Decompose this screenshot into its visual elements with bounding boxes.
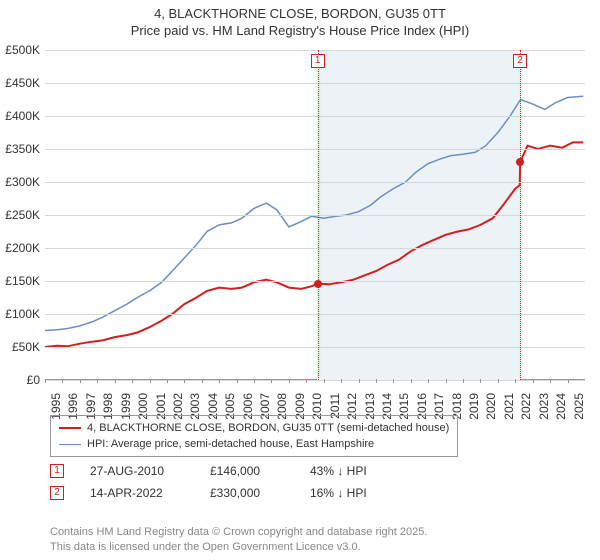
x-tick-mark: [271, 379, 272, 383]
gridline: [45, 215, 585, 216]
x-tick-label: 2021: [502, 393, 516, 420]
annotation-marker-box: 2: [50, 486, 64, 500]
series-price_paid: [45, 142, 583, 347]
x-tick-mark: [480, 379, 481, 383]
footer-line2: This data is licensed under the Open Gov…: [50, 540, 427, 554]
marker-box: 1: [311, 54, 325, 68]
footer-line1: Contains HM Land Registry data © Crown c…: [50, 525, 427, 539]
annotation-price: £146,000: [210, 464, 290, 478]
y-tick-label: £50K: [0, 340, 40, 354]
y-tick-label: £300K: [0, 175, 40, 189]
x-tick-mark: [376, 379, 377, 383]
marker-vline: [318, 50, 319, 380]
gridline: [45, 248, 585, 249]
data-point-dot: [516, 158, 524, 166]
x-tick-mark: [132, 379, 133, 383]
annotation-table: 1 27-AUG-2010 £146,000 43% ↓ HPI 2 14-APR-202…: [50, 460, 367, 504]
annotation-row: 2 14-APR-2022 £330,000 16% ↓ HPI: [50, 482, 367, 504]
x-tick-label: 2019: [467, 393, 481, 420]
x-tick-label: 2022: [519, 393, 533, 420]
y-tick-label: £450K: [0, 76, 40, 90]
annotation-marker-box: 1: [50, 464, 64, 478]
x-tick-label: 2025: [572, 393, 586, 420]
x-tick-mark: [428, 379, 429, 383]
x-tick-mark: [393, 379, 394, 383]
x-tick-mark: [533, 379, 534, 383]
legend-label: HPI: Average price, semi-detached house,…: [87, 438, 374, 450]
x-tick-mark: [219, 379, 220, 383]
x-tick-mark: [446, 379, 447, 383]
gridline: [45, 149, 585, 150]
series-hpi: [45, 96, 583, 330]
y-tick-label: £350K: [0, 142, 40, 156]
gridline: [45, 50, 585, 51]
x-tick-mark: [202, 379, 203, 383]
x-tick-mark: [341, 379, 342, 383]
x-tick-mark: [45, 379, 46, 383]
x-tick-mark: [359, 379, 360, 383]
y-tick-label: £500K: [0, 43, 40, 57]
x-tick-mark: [411, 379, 412, 383]
marker-vline: [520, 50, 521, 380]
chart-title: 4, BLACKTHORNE CLOSE, BORDON, GU35 0TT: [0, 6, 600, 21]
x-tick-mark: [237, 379, 238, 383]
y-tick-label: £100K: [0, 307, 40, 321]
x-tick-mark: [568, 379, 569, 383]
x-tick-mark: [498, 379, 499, 383]
x-tick-mark: [324, 379, 325, 383]
chart-area: £0£50K£100K£150K£200K£250K£300K£350K£400…: [45, 50, 585, 380]
y-tick-label: £400K: [0, 109, 40, 123]
chart-titles: 4, BLACKTHORNE CLOSE, BORDON, GU35 0TT P…: [0, 0, 600, 38]
x-tick-mark: [515, 379, 516, 383]
footer: Contains HM Land Registry data © Crown c…: [50, 525, 427, 554]
chart-subtitle: Price paid vs. HM Land Registry's House …: [0, 23, 600, 38]
legend-label: 4, BLACKTHORNE CLOSE, BORDON, GU35 0TT (…: [87, 422, 449, 434]
legend: 4, BLACKTHORNE CLOSE, BORDON, GU35 0TT (…: [50, 415, 458, 457]
x-tick-mark: [80, 379, 81, 383]
x-tick-mark: [97, 379, 98, 383]
x-tick-mark: [150, 379, 151, 383]
x-tick-mark: [306, 379, 307, 383]
annotation-date: 27-AUG-2010: [90, 464, 190, 478]
data-point-dot: [314, 280, 322, 288]
annotation-delta: 16% ↓ HPI: [310, 486, 367, 500]
x-tick-mark: [463, 379, 464, 383]
x-tick-mark: [167, 379, 168, 383]
x-tick-mark: [184, 379, 185, 383]
gridline: [45, 314, 585, 315]
x-tick-mark: [550, 379, 551, 383]
plot-area: £0£50K£100K£150K£200K£250K£300K£350K£400…: [45, 50, 585, 380]
y-tick-label: £150K: [0, 274, 40, 288]
annotation-delta: 43% ↓ HPI: [310, 464, 367, 478]
x-tick-mark: [289, 379, 290, 383]
x-tick-label: 2020: [484, 393, 498, 420]
x-tick-label: 2024: [554, 393, 568, 420]
y-tick-label: £250K: [0, 208, 40, 222]
annotation-date: 14-APR-2022: [90, 486, 190, 500]
x-tick-label: 2023: [537, 393, 551, 420]
legend-row: HPI: Average price, semi-detached house,…: [59, 436, 449, 452]
gridline: [45, 116, 585, 117]
x-tick-mark: [254, 379, 255, 383]
gridline: [45, 182, 585, 183]
y-tick-label: £0: [0, 373, 40, 387]
annotation-row: 1 27-AUG-2010 £146,000 43% ↓ HPI: [50, 460, 367, 482]
y-tick-label: £200K: [0, 241, 40, 255]
x-tick-mark: [115, 379, 116, 383]
gridline: [45, 380, 585, 381]
x-tick-mark: [62, 379, 63, 383]
legend-row: 4, BLACKTHORNE CLOSE, BORDON, GU35 0TT (…: [59, 420, 449, 436]
gridline: [45, 83, 585, 84]
legend-swatch: [59, 427, 81, 429]
legend-swatch: [59, 444, 81, 445]
annotation-price: £330,000: [210, 486, 290, 500]
marker-box: 2: [513, 54, 527, 68]
gridline: [45, 347, 585, 348]
